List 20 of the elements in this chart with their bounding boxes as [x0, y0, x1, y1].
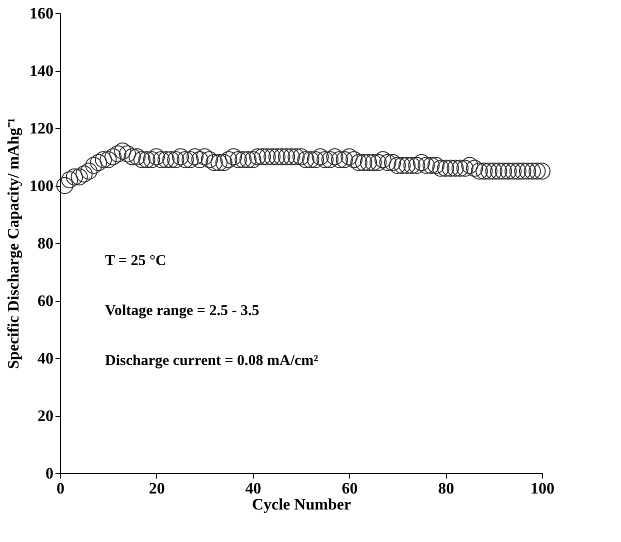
x-tick-label: 100 — [530, 480, 554, 498]
y-tick-label: 20 — [38, 408, 54, 425]
annotation: Voltage range = 2.5 - 3.5 — [105, 303, 260, 319]
x-tick-label: 40 — [245, 480, 262, 498]
y-axis-title: Specific Discharge Capacity/ mAhg⁻¹ — [6, 118, 22, 370]
x-tick-label: 60 — [342, 480, 358, 498]
y-tick-label: 100 — [30, 178, 54, 195]
y-tick-label: 120 — [30, 120, 54, 138]
y-tick-label: 60 — [38, 293, 54, 310]
x-tick-label: 0 — [56, 480, 64, 498]
annotation: T = 25 °C — [105, 253, 166, 269]
annotation: Discharge current = 0.08 mA/cm² — [105, 353, 319, 369]
x-tick-label: 20 — [148, 480, 165, 498]
y-tick-label: 40 — [38, 350, 54, 368]
y-tick-label: 160 — [30, 6, 54, 22]
x-axis-title: Cycle Number — [252, 496, 352, 514]
y-tick-label: 140 — [30, 63, 54, 80]
y-tick-label: 80 — [38, 236, 54, 252]
y-tick-label: 0 — [46, 466, 54, 482]
x-tick-label: 80 — [438, 480, 454, 498]
